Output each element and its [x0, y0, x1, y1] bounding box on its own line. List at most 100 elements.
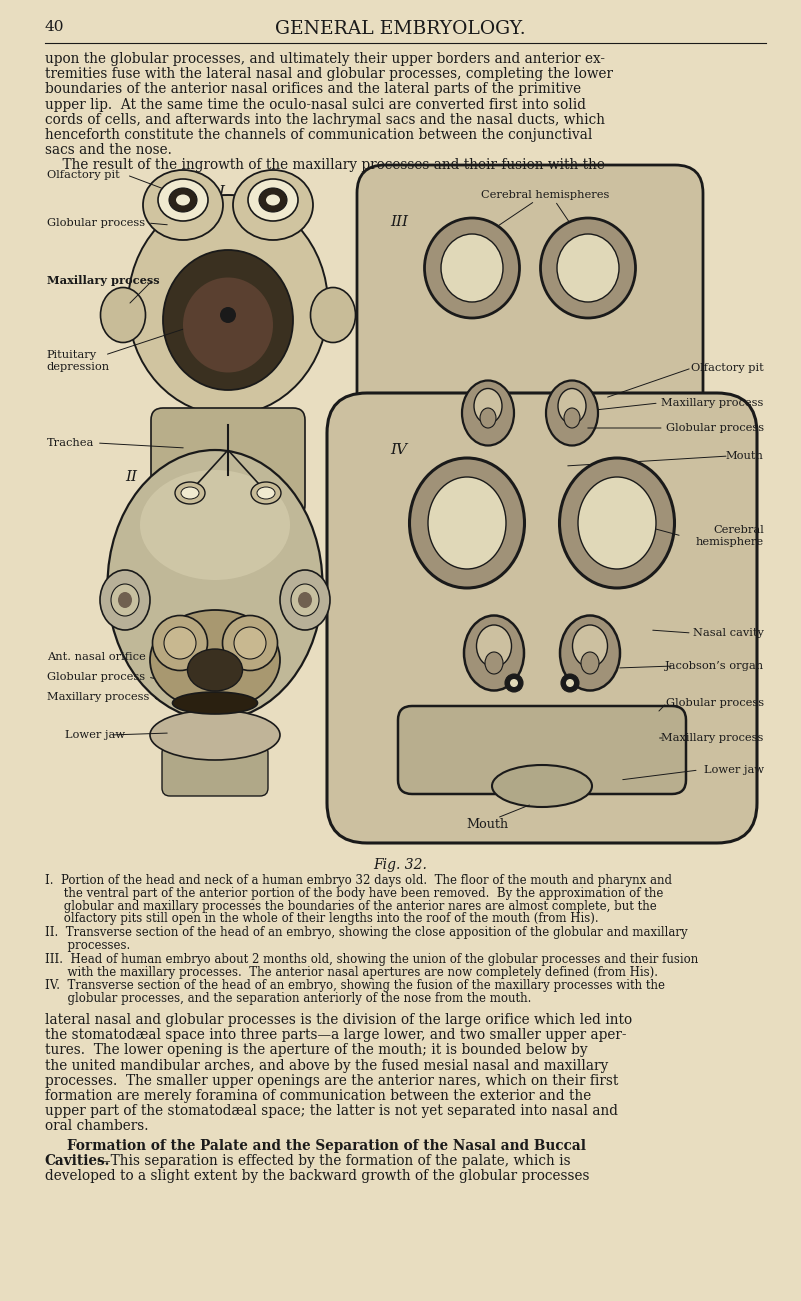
Text: Ant. nasal orifice: Ant. nasal orifice [46, 652, 146, 662]
Text: GENERAL EMBRYOLOGY.: GENERAL EMBRYOLOGY. [276, 20, 525, 38]
Text: developed to a slight extent by the backward growth of the globular processes: developed to a slight extent by the back… [45, 1170, 590, 1183]
Ellipse shape [169, 189, 197, 212]
Ellipse shape [474, 389, 502, 424]
Text: —This separation is effected by the formation of the palate, which is: —This separation is effected by the form… [97, 1154, 570, 1168]
Ellipse shape [558, 389, 586, 424]
Text: IV.  Transverse section of the head of an embryo, showing the fusion of the maxi: IV. Transverse section of the head of an… [45, 980, 665, 993]
Ellipse shape [266, 195, 280, 206]
Ellipse shape [560, 458, 674, 588]
Ellipse shape [560, 615, 620, 691]
Text: processes.  The smaller upper openings are the anterior nares, which on their fi: processes. The smaller upper openings ar… [45, 1073, 618, 1088]
Ellipse shape [140, 470, 290, 580]
Text: tremities fuse with the lateral nasal and globular processes, completing the low: tremities fuse with the lateral nasal an… [45, 68, 613, 81]
Ellipse shape [298, 592, 312, 608]
Ellipse shape [581, 652, 599, 674]
Text: tures.  The lower opening is the aperture of the mouth; it is bounded below by: tures. The lower opening is the aperture… [45, 1043, 587, 1058]
Text: Maxillary process: Maxillary process [46, 692, 149, 703]
Text: IV: IV [390, 444, 407, 457]
Ellipse shape [111, 584, 139, 615]
Text: Formation of the Palate and the Separation of the Nasal and Buccal: Formation of the Palate and the Separati… [66, 1138, 586, 1153]
Ellipse shape [557, 234, 619, 302]
FancyBboxPatch shape [151, 409, 305, 516]
Circle shape [566, 679, 574, 687]
Ellipse shape [311, 288, 356, 342]
Ellipse shape [564, 409, 580, 428]
Ellipse shape [118, 592, 132, 608]
Ellipse shape [150, 610, 280, 710]
Ellipse shape [187, 649, 243, 691]
FancyBboxPatch shape [162, 745, 268, 796]
Text: I: I [218, 185, 224, 199]
Text: Globular process: Globular process [666, 699, 764, 708]
Text: Cerebral
hemisphere: Cerebral hemisphere [695, 526, 764, 546]
Ellipse shape [107, 450, 323, 719]
Text: the ventral part of the anterior portion of the body have been removed.  By the : the ventral part of the anterior portion… [45, 887, 663, 900]
Ellipse shape [257, 487, 275, 500]
Ellipse shape [485, 652, 503, 674]
Ellipse shape [128, 195, 328, 415]
Ellipse shape [291, 584, 319, 615]
Text: Globular process: Globular process [666, 423, 764, 433]
Ellipse shape [409, 458, 525, 588]
Text: 40: 40 [45, 20, 64, 34]
Text: processes.: processes. [45, 939, 130, 952]
Ellipse shape [234, 627, 266, 660]
Ellipse shape [163, 250, 293, 390]
Text: Jacobson’s organ: Jacobson’s organ [665, 661, 764, 671]
Ellipse shape [175, 481, 205, 503]
Text: Pituitary
depression: Pituitary depression [46, 350, 110, 372]
Ellipse shape [172, 692, 257, 714]
Ellipse shape [152, 615, 207, 670]
Text: oral chambers.: oral chambers. [45, 1119, 148, 1133]
Text: boundaries of the anterior nasal orifices and the lateral parts of the primitive: boundaries of the anterior nasal orifice… [45, 82, 581, 96]
Ellipse shape [251, 481, 281, 503]
Ellipse shape [477, 624, 512, 667]
Ellipse shape [441, 234, 503, 302]
Text: with the maxillary processes.  The anterior nasal apertures are now completely d: with the maxillary processes. The anteri… [45, 965, 658, 978]
Ellipse shape [480, 409, 496, 428]
Text: upon the globular processes, and ultimately their upper borders and anterior ex-: upon the globular processes, and ultimat… [45, 52, 605, 66]
Text: Globular process: Globular process [46, 673, 145, 682]
Text: sacs and the nose.: sacs and the nose. [45, 143, 171, 157]
Circle shape [510, 679, 518, 687]
Text: Cerebral hemispheres: Cerebral hemispheres [481, 190, 610, 200]
Ellipse shape [428, 477, 506, 569]
Text: I.  Portion of the head and neck of a human embryo 32 days old.  The floor of th: I. Portion of the head and neck of a hum… [45, 874, 672, 887]
Text: formation are merely foramina of communication between the exterior and the: formation are merely foramina of communi… [45, 1089, 591, 1103]
Text: globular and maxillary processes the boundaries of the anterior nares are almost: globular and maxillary processes the bou… [45, 899, 657, 912]
Text: Globular process: Globular process [46, 219, 145, 228]
FancyBboxPatch shape [327, 393, 757, 843]
Text: Cavities.: Cavities. [45, 1154, 111, 1168]
Text: Mouth: Mouth [726, 451, 764, 461]
Circle shape [561, 674, 579, 692]
Ellipse shape [464, 615, 524, 691]
Ellipse shape [158, 180, 208, 221]
Ellipse shape [233, 170, 313, 239]
Ellipse shape [492, 765, 592, 807]
Text: the united mandibular arches, and above by the fused mesial nasal and maxillary: the united mandibular arches, and above … [45, 1059, 608, 1072]
Ellipse shape [100, 570, 150, 630]
Text: Olfactory pit: Olfactory pit [691, 363, 764, 373]
Text: II: II [125, 470, 137, 484]
Ellipse shape [462, 380, 514, 445]
Ellipse shape [425, 219, 520, 317]
Text: lateral nasal and globular processes is the division of the large orifice which : lateral nasal and globular processes is … [45, 1013, 632, 1026]
Text: cords of cells, and afterwards into the lachrymal sacs and the nasal ducts, whic: cords of cells, and afterwards into the … [45, 113, 605, 126]
Text: III: III [390, 215, 408, 229]
Text: Mouth: Mouth [466, 818, 508, 831]
Text: Maxillary process: Maxillary process [662, 398, 764, 409]
Text: the stomatodæal space into three parts—a large lower, and two smaller upper aper: the stomatodæal space into three parts—a… [45, 1028, 626, 1042]
Text: Lower jaw: Lower jaw [65, 730, 125, 740]
Text: henceforth constitute the channels of communication between the conjunctival: henceforth constitute the channels of co… [45, 127, 592, 142]
Ellipse shape [259, 189, 287, 212]
Text: Nasal cavity: Nasal cavity [693, 628, 764, 637]
Text: Lower jaw: Lower jaw [703, 765, 764, 775]
Ellipse shape [223, 615, 277, 670]
Ellipse shape [100, 288, 146, 342]
Text: Olfactory pit: Olfactory pit [46, 170, 119, 180]
Text: upper lip.  At the same time the oculo-nasal sulci are converted first into soli: upper lip. At the same time the oculo-na… [45, 98, 586, 112]
Text: The result of the ingrowth of the maxillary processes and their fusion with the: The result of the ingrowth of the maxill… [45, 159, 605, 173]
Ellipse shape [143, 170, 223, 239]
Ellipse shape [164, 627, 196, 660]
Text: III.  Head of human embryo about 2 months old, showing the union of the globular: III. Head of human embryo about 2 months… [45, 952, 698, 965]
